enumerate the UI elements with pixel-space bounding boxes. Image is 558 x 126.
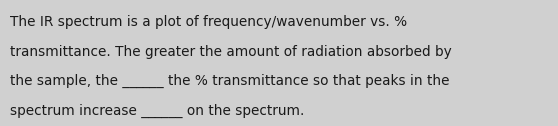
Text: the sample, the ______ the % transmittance so that peaks in the: the sample, the ______ the % transmittan… [10, 74, 450, 88]
Text: The IR spectrum is a plot of frequency/wavenumber vs. %: The IR spectrum is a plot of frequency/w… [10, 15, 407, 29]
Text: transmittance. The greater the amount of radiation absorbed by: transmittance. The greater the amount of… [10, 45, 452, 59]
Text: spectrum increase ______ on the spectrum.: spectrum increase ______ on the spectrum… [10, 104, 305, 118]
